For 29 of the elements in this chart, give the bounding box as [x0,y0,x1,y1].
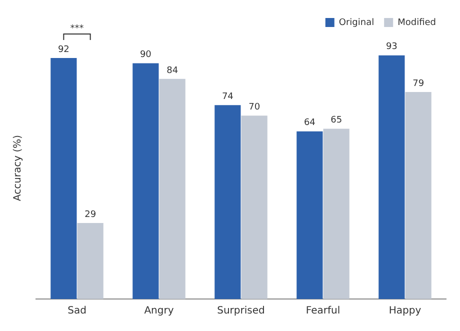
bar [50,58,77,299]
data-label: 92 [58,44,70,55]
x-tick-label: Fearful [306,306,340,317]
data-label: 74 [222,92,234,102]
bar [77,223,104,299]
data-label: 84 [166,66,178,76]
data-label: 79 [412,78,424,89]
y-axis-title: Accuracy (%) [12,134,24,202]
bar [214,105,241,299]
x-tick-label: Angry [144,306,174,317]
data-label: 90 [140,50,152,60]
data-label: 65 [330,116,342,126]
data-label: 70 [248,102,260,112]
x-tick-label: Sad [68,306,86,317]
legend-label: Original [338,18,374,28]
bar [296,131,323,299]
data-label: 29 [84,210,96,220]
x-tick-label: Happy [388,306,422,317]
bar [132,63,159,299]
legend-label: Modified [398,18,436,28]
bar [159,78,186,299]
bar [378,55,405,299]
bar [405,92,432,299]
text: *** [70,24,84,34]
data-label: 64 [304,118,316,128]
data-label: 93 [386,42,398,52]
bar [241,116,268,299]
bar [323,128,350,299]
x-tick-label: Surprised [217,306,265,317]
